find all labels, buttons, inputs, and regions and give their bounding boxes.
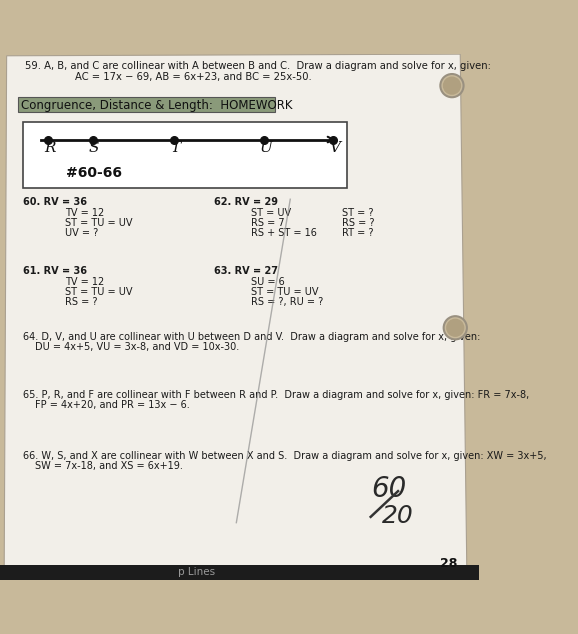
Text: 60. RV = 36: 60. RV = 36 — [23, 197, 87, 207]
Text: 59. A, B, and C are collinear with A between B and C.  Draw a diagram and solve : 59. A, B, and C are collinear with A bet… — [25, 61, 491, 71]
Text: 20: 20 — [381, 505, 413, 529]
Text: RS = 7: RS = 7 — [251, 218, 285, 228]
Circle shape — [440, 74, 464, 97]
Text: R: R — [44, 141, 55, 155]
Text: V: V — [329, 141, 340, 155]
Text: ST = UV: ST = UV — [251, 208, 291, 218]
Text: #60-66: #60-66 — [66, 166, 123, 180]
Text: ST = TU = UV: ST = TU = UV — [65, 218, 132, 228]
Text: AC = 17x − 69, AB = 6x+23, and BC = 25x-50.: AC = 17x − 69, AB = 6x+23, and BC = 25x-… — [75, 72, 312, 82]
Text: S: S — [89, 141, 99, 155]
Text: ST = TU = UV: ST = TU = UV — [65, 287, 132, 297]
Bar — [0, 565, 479, 580]
Text: 65. P, R, and F are collinear with F between R and P.  Draw a diagram and solve : 65. P, R, and F are collinear with F bet… — [23, 391, 529, 400]
Text: 61. RV = 36: 61. RV = 36 — [23, 266, 87, 276]
Text: SU = 6: SU = 6 — [251, 276, 285, 287]
Text: TV = 12: TV = 12 — [65, 208, 104, 218]
Text: 64. D, V, and U are collinear with U between D and V.  Draw a diagram and solve : 64. D, V, and U are collinear with U bet… — [23, 332, 480, 342]
Polygon shape — [4, 54, 467, 580]
Circle shape — [444, 316, 467, 339]
Text: UV = ?: UV = ? — [65, 228, 98, 238]
Text: TV = 12: TV = 12 — [65, 276, 104, 287]
Bar — [23, 122, 347, 188]
Text: RS = ?, RU = ?: RS = ?, RU = ? — [251, 297, 324, 307]
Text: 60: 60 — [372, 475, 407, 503]
Text: SW = 7x-18, and XS = 6x+19.: SW = 7x-18, and XS = 6x+19. — [35, 461, 183, 471]
Text: 63. RV = 27: 63. RV = 27 — [214, 266, 278, 276]
Text: RT = ?: RT = ? — [343, 228, 374, 238]
Text: 28: 28 — [439, 557, 457, 569]
Circle shape — [443, 77, 461, 94]
Text: Congruence, Distance & Length:  HOMEWORK: Congruence, Distance & Length: HOMEWORK — [21, 99, 292, 112]
Text: RS = ?: RS = ? — [65, 297, 97, 307]
Text: ST = TU = UV: ST = TU = UV — [251, 287, 319, 297]
Text: RS = ?: RS = ? — [343, 218, 375, 228]
Text: DU = 4x+5, VU = 3x-8, and VD = 10x-30.: DU = 4x+5, VU = 3x-8, and VD = 10x-30. — [35, 342, 239, 352]
Text: 62. RV = 29: 62. RV = 29 — [214, 197, 278, 207]
Text: U: U — [260, 141, 272, 155]
Text: FP = 4x+20, and PR = 13x − 6.: FP = 4x+20, and PR = 13x − 6. — [35, 400, 190, 410]
Text: p Lines: p Lines — [178, 567, 216, 577]
FancyBboxPatch shape — [18, 97, 275, 112]
Text: 66. W, S, and X are collinear with W between X and S.  Draw a diagram and solve : 66. W, S, and X are collinear with W bet… — [23, 451, 547, 461]
Text: ST = ?: ST = ? — [343, 208, 374, 218]
Text: RS + ST = 16: RS + ST = 16 — [251, 228, 317, 238]
Circle shape — [446, 319, 464, 337]
Text: T: T — [170, 141, 180, 155]
